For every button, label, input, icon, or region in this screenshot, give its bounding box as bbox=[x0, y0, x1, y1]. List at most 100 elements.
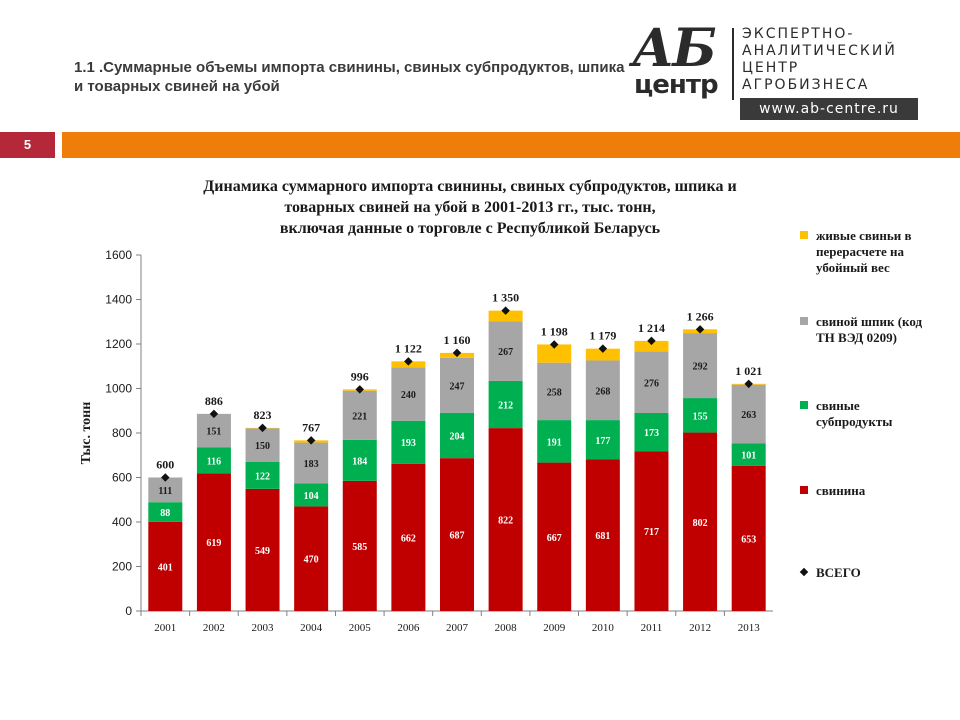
header-accent-bar bbox=[62, 132, 960, 158]
bar-segment bbox=[196, 413, 231, 448]
page-number-badge: 5 bbox=[0, 132, 55, 158]
bar-segment bbox=[731, 443, 766, 466]
x-tick-label: 2007 bbox=[446, 622, 469, 634]
data-label: 101 bbox=[741, 450, 756, 461]
y-tick-label: 0 bbox=[125, 604, 132, 618]
data-label: 155 bbox=[693, 411, 708, 422]
data-label: 802 bbox=[693, 518, 708, 529]
x-tick-label: 2010 bbox=[592, 622, 615, 634]
data-label: 276 bbox=[644, 378, 659, 389]
bar-segment bbox=[488, 321, 523, 381]
x-tick-label: 2004 bbox=[300, 622, 323, 634]
data-label: 183 bbox=[304, 459, 319, 470]
logo-url: www.ab-centre.ru bbox=[740, 98, 918, 120]
bar-segment bbox=[634, 451, 669, 611]
y-tick-label: 1200 bbox=[105, 337, 132, 351]
data-label: 204 bbox=[450, 431, 465, 442]
total-label: 1 160 bbox=[444, 333, 471, 347]
total-label: 996 bbox=[351, 369, 369, 383]
x-tick-label: 2003 bbox=[252, 622, 275, 634]
data-label: 104 bbox=[304, 491, 319, 502]
legend-label-live-pigs: живые свиньи в перерасчете на убойный ве… bbox=[816, 228, 912, 275]
bar-segment bbox=[440, 412, 474, 459]
bar-segment bbox=[585, 348, 620, 361]
legend-label-fat: свиной шпик (код ТН ВЭД 0209) bbox=[816, 314, 923, 345]
data-label: 549 bbox=[255, 546, 270, 557]
total-label: 1 266 bbox=[687, 309, 714, 323]
bar-segment bbox=[488, 310, 523, 322]
chart-title: Динамика суммарного импорта свинины, сви… bbox=[203, 178, 737, 237]
y-tick-label: 800 bbox=[112, 426, 132, 440]
logo-centr-text: центр bbox=[634, 70, 719, 100]
bar-segment bbox=[342, 439, 377, 481]
data-label: 401 bbox=[158, 562, 173, 573]
x-tick-label: 2013 bbox=[738, 622, 761, 634]
total-label: 886 bbox=[205, 394, 223, 408]
data-label: 268 bbox=[595, 386, 610, 397]
bar-segment bbox=[148, 521, 183, 611]
bar-segment bbox=[683, 432, 718, 611]
bar-segment bbox=[537, 362, 572, 421]
x-tick-label: 2009 bbox=[543, 622, 566, 634]
bar-segment bbox=[245, 488, 280, 611]
total-marker bbox=[695, 325, 705, 334]
bar-segment bbox=[537, 420, 572, 463]
data-label: 667 bbox=[547, 533, 562, 544]
data-label: 662 bbox=[401, 533, 416, 544]
bar-segment bbox=[294, 442, 329, 484]
logo-divider bbox=[732, 28, 734, 100]
total-label: 823 bbox=[254, 408, 272, 422]
total-marker bbox=[647, 336, 656, 346]
total-marker bbox=[258, 423, 267, 433]
bar-segment bbox=[537, 344, 572, 363]
bar-segment bbox=[585, 360, 620, 421]
x-tick-label: 2005 bbox=[349, 622, 372, 634]
logo-ab-text: АБ bbox=[632, 18, 717, 79]
total-marker bbox=[452, 348, 462, 358]
legend-swatch-live-pigs bbox=[800, 231, 808, 239]
data-label: 221 bbox=[352, 411, 367, 422]
data-label: 619 bbox=[206, 538, 221, 549]
total-marker bbox=[355, 385, 365, 394]
bar-segment bbox=[196, 473, 231, 611]
data-label: 173 bbox=[644, 428, 659, 439]
ab-centre-logo: АБ центр ЭКСПЕРТНО- АНАЛИТИЧЕСКИЙ ЦЕНТР … bbox=[632, 18, 922, 122]
logo-org-name: ЭКСПЕРТНО- АНАЛИТИЧЕСКИЙ ЦЕНТР АГРОБИЗНЕ… bbox=[742, 26, 897, 93]
legend-label-total: ВСЕГО bbox=[816, 565, 861, 580]
y-tick-label: 600 bbox=[112, 471, 132, 485]
data-label: 470 bbox=[304, 555, 319, 566]
legend-swatch-pork bbox=[800, 486, 808, 494]
bar-segment bbox=[342, 480, 377, 611]
x-tick-label: 2008 bbox=[495, 622, 518, 634]
total-label: 1 214 bbox=[638, 321, 665, 335]
bar-segment bbox=[342, 390, 377, 440]
total-label: 1 021 bbox=[735, 364, 762, 378]
bar-segment bbox=[391, 463, 426, 611]
data-label: 717 bbox=[644, 527, 659, 538]
bar-segment bbox=[196, 447, 231, 474]
x-tick-label: 2002 bbox=[203, 622, 225, 634]
bar-segment bbox=[148, 502, 183, 522]
bar-segment bbox=[537, 462, 572, 611]
bar-segment bbox=[440, 458, 474, 611]
y-tick-label: 1000 bbox=[105, 382, 132, 396]
data-label: 212 bbox=[498, 401, 513, 412]
legend-swatch-offal bbox=[800, 401, 808, 409]
total-label: 1 122 bbox=[395, 341, 422, 355]
y-tick-label: 400 bbox=[112, 515, 132, 529]
data-label: 193 bbox=[401, 438, 416, 449]
y-axis-title: Тыс. тонн bbox=[79, 402, 94, 465]
bar-segment bbox=[440, 357, 474, 413]
bar-segment bbox=[585, 459, 620, 611]
bar-segment bbox=[245, 428, 280, 462]
bar-segment bbox=[683, 398, 718, 433]
legend-label-pork: свинина bbox=[816, 483, 866, 498]
data-label: 184 bbox=[352, 456, 367, 467]
data-label: 122 bbox=[255, 471, 270, 482]
x-tick-label: 2012 bbox=[689, 622, 711, 634]
data-label: 263 bbox=[741, 410, 756, 421]
slide-title: 1.1 .Суммарные объемы импорта свинины, с… bbox=[74, 59, 625, 95]
total-marker bbox=[549, 340, 559, 349]
total-label: 1 179 bbox=[589, 329, 616, 343]
